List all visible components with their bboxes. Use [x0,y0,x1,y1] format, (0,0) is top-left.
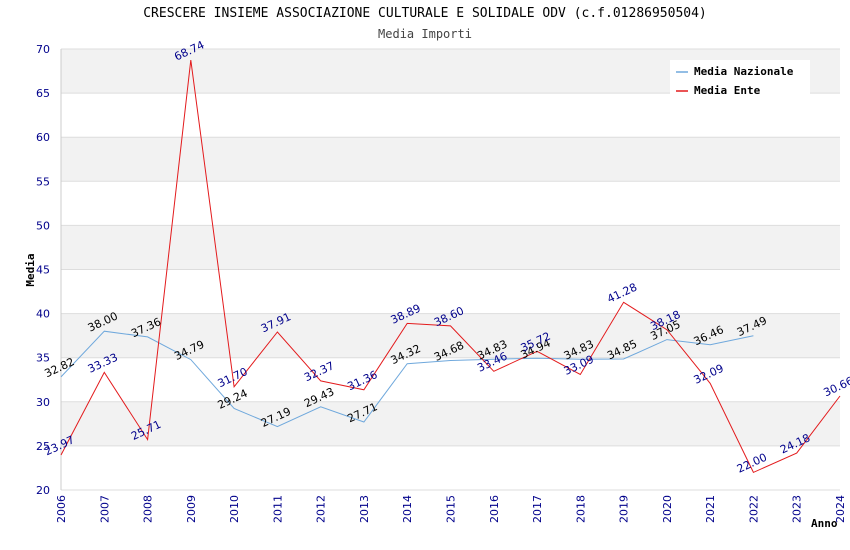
x-tick-label: 2013 [358,495,371,523]
series-line-ente [60,60,841,474]
plot-band [61,269,840,314]
plot-band [61,445,840,490]
plot-band [61,225,840,270]
y-axis-title: Media [24,253,37,286]
plot-band [61,137,840,182]
x-tick-label: 2021 [704,495,717,523]
chart-subtitle: Media Importi [378,27,472,41]
plot-band [61,93,840,138]
x-tick-label: 2012 [315,495,328,523]
x-tick-label: 2018 [574,495,587,523]
y-tick-label: 70 [36,43,50,56]
legend-label-nazionale: Media Nazionale [694,65,794,78]
x-axis-title: Anno [811,517,838,530]
x-axis-ticks: 2006 2007 2008 2009 2010 2011 2012 2013 2014 2015… [55,495,847,523]
y-tick-label: 25 [36,440,50,453]
x-tick-label: 2009 [185,495,198,523]
x-tick-label: 2008 [142,495,155,523]
y-tick-label: 30 [36,396,50,409]
x-tick-label: 2010 [228,495,241,523]
plot-band [61,357,840,402]
x-tick-label: 2006 [55,495,68,523]
grid-lines [60,48,840,491]
x-tick-label: 2015 [445,495,458,523]
plot-background [61,49,840,490]
y-axis-ticks: 20 25 30 35 40 45 50 55 60 65 70 [36,43,50,497]
x-tick-label: 2023 [791,495,804,523]
y-tick-label: 35 [36,352,50,365]
legend-box [670,60,810,100]
y-tick-label: 65 [36,87,50,100]
x-tick-label: 2011 [271,495,284,523]
x-tick-label: 2019 [618,495,631,523]
y-tick-label: 55 [36,175,50,188]
x-tick-label: 2016 [488,495,501,523]
chart-title: CRESCERE INSIEME ASSOCIAZIONE CULTURALE … [143,6,707,21]
y-tick-label: 40 [36,308,50,321]
x-tick-label: 2024 [834,495,847,523]
x-tick-label: 2017 [531,495,544,523]
x-tick-label: 2014 [401,495,414,523]
plot-band [61,401,840,446]
x-tick-label: 2020 [661,495,674,523]
plot-band [61,313,840,358]
plot-band [61,181,840,226]
y-tick-label: 50 [36,219,50,232]
y-tick-label: 60 [36,131,50,144]
series-lines [60,60,841,474]
x-tick-label: 2007 [98,495,111,523]
y-tick-label: 20 [36,484,50,497]
series-line-nazionale [60,330,754,428]
y-tick-label: 45 [36,264,50,277]
legend-label-ente: Media Ente [694,84,761,97]
x-tick-label: 2022 [747,495,760,523]
legend: Media Nazionale Media Ente [670,60,810,100]
